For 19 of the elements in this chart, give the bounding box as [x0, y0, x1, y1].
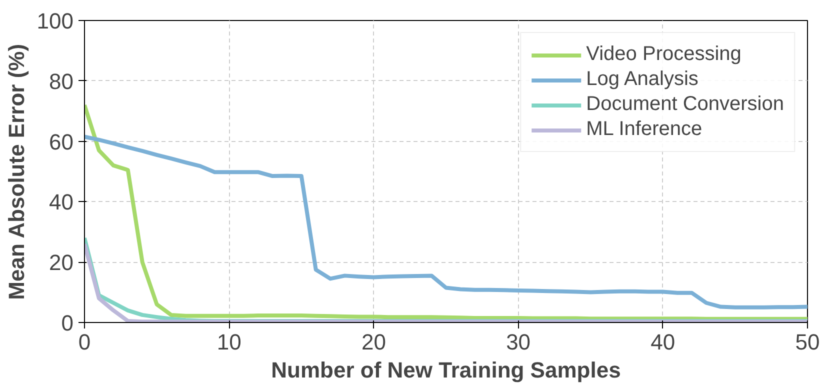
x-axis-title: Number of New Training Samples [271, 358, 621, 382]
x-tick-label: 40 [650, 330, 676, 354]
legend-label: Log Analysis [586, 68, 698, 91]
line-series [84, 134, 808, 310]
y-axis-title: Mean Absolute Error (%) [4, 44, 29, 300]
y-tick-label: 100 [36, 8, 74, 34]
y-tick-label: 0 [61, 310, 74, 336]
x-tick-label: 10 [216, 330, 242, 354]
legend-label: Video Processing [586, 43, 742, 66]
x-tick-label: 50 [795, 330, 820, 354]
y-tick-label: 80 [49, 68, 74, 94]
y-tick-label: 40 [49, 190, 74, 215]
y-tick-label: 20 [49, 250, 74, 276]
x-tick-label: 20 [361, 330, 386, 354]
y-tick-label: 60 [49, 129, 74, 154]
legend-label: Document Conversion [586, 93, 784, 116]
x-tick-label: 30 [506, 330, 531, 354]
legend-label: ML Inference [586, 118, 702, 141]
x-tick-label: 0 [78, 330, 91, 354]
